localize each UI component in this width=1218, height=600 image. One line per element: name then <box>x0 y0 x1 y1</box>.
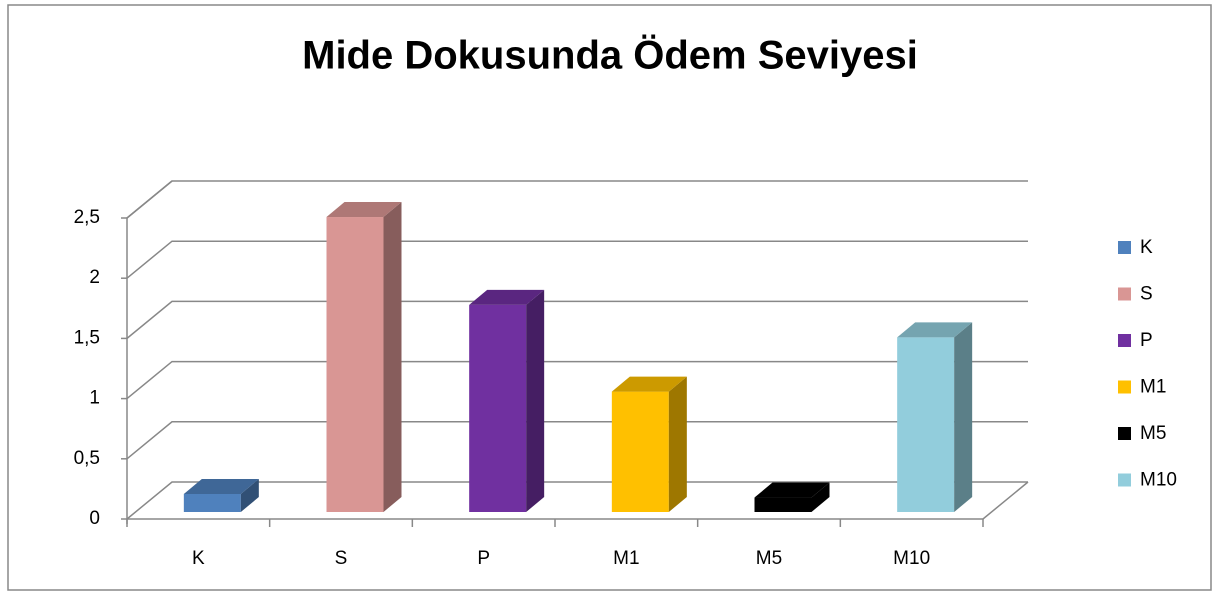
x-tick-label: S <box>335 548 348 569</box>
y-tick-label: 2 <box>89 267 100 288</box>
grid-line <box>126 481 1028 520</box>
legend-swatch <box>1118 380 1131 394</box>
bar <box>611 391 669 512</box>
bar-side <box>526 289 545 512</box>
y-tick-label: 1 <box>89 388 100 409</box>
bar-top <box>183 478 259 494</box>
legend-swatch <box>1118 473 1131 487</box>
chart-title: Mide Dokusunda Ödem Seviyesi <box>302 33 918 78</box>
y-tick-label: 0,5 <box>74 448 100 469</box>
bar-side <box>954 322 973 512</box>
legend-swatch <box>1118 241 1131 254</box>
legend-swatch <box>1118 287 1131 301</box>
legend-label: M5 <box>1140 423 1166 444</box>
x-tick-label: M1 <box>613 548 639 569</box>
legend-swatch <box>1118 334 1131 347</box>
legend-label: K <box>1140 237 1153 258</box>
x-tick-label: P <box>477 548 490 569</box>
bar-top <box>469 289 545 305</box>
bar-side <box>811 482 830 512</box>
x-tick-label: M5 <box>756 548 782 569</box>
grid-line <box>126 300 1028 339</box>
legend-label: P <box>1140 330 1153 351</box>
bar-side <box>668 376 687 512</box>
grid-line <box>126 180 1028 219</box>
bar-top <box>897 322 973 338</box>
grid-line <box>126 240 1028 279</box>
bar-top <box>754 482 830 498</box>
y-tick-label: 1,5 <box>74 327 100 348</box>
x-tick-label: K <box>192 548 205 569</box>
legend-label: M1 <box>1140 377 1166 398</box>
bar <box>897 337 955 512</box>
bar <box>326 217 384 512</box>
bar <box>183 493 241 512</box>
y-tick-label: 2,5 <box>74 207 100 228</box>
legend-label: S <box>1140 284 1153 305</box>
legend-label: M10 <box>1140 470 1177 491</box>
legend-swatch <box>1118 427 1131 440</box>
bar-top <box>611 376 687 392</box>
bar-side <box>240 478 259 512</box>
grid-line <box>126 360 1028 400</box>
bar-top <box>326 202 402 218</box>
bar-side <box>383 202 402 512</box>
bar <box>469 304 527 512</box>
x-tick-label: M10 <box>893 548 930 569</box>
bar <box>754 497 812 512</box>
y-tick-label: 0 <box>89 508 100 529</box>
grid-line <box>126 421 1028 460</box>
